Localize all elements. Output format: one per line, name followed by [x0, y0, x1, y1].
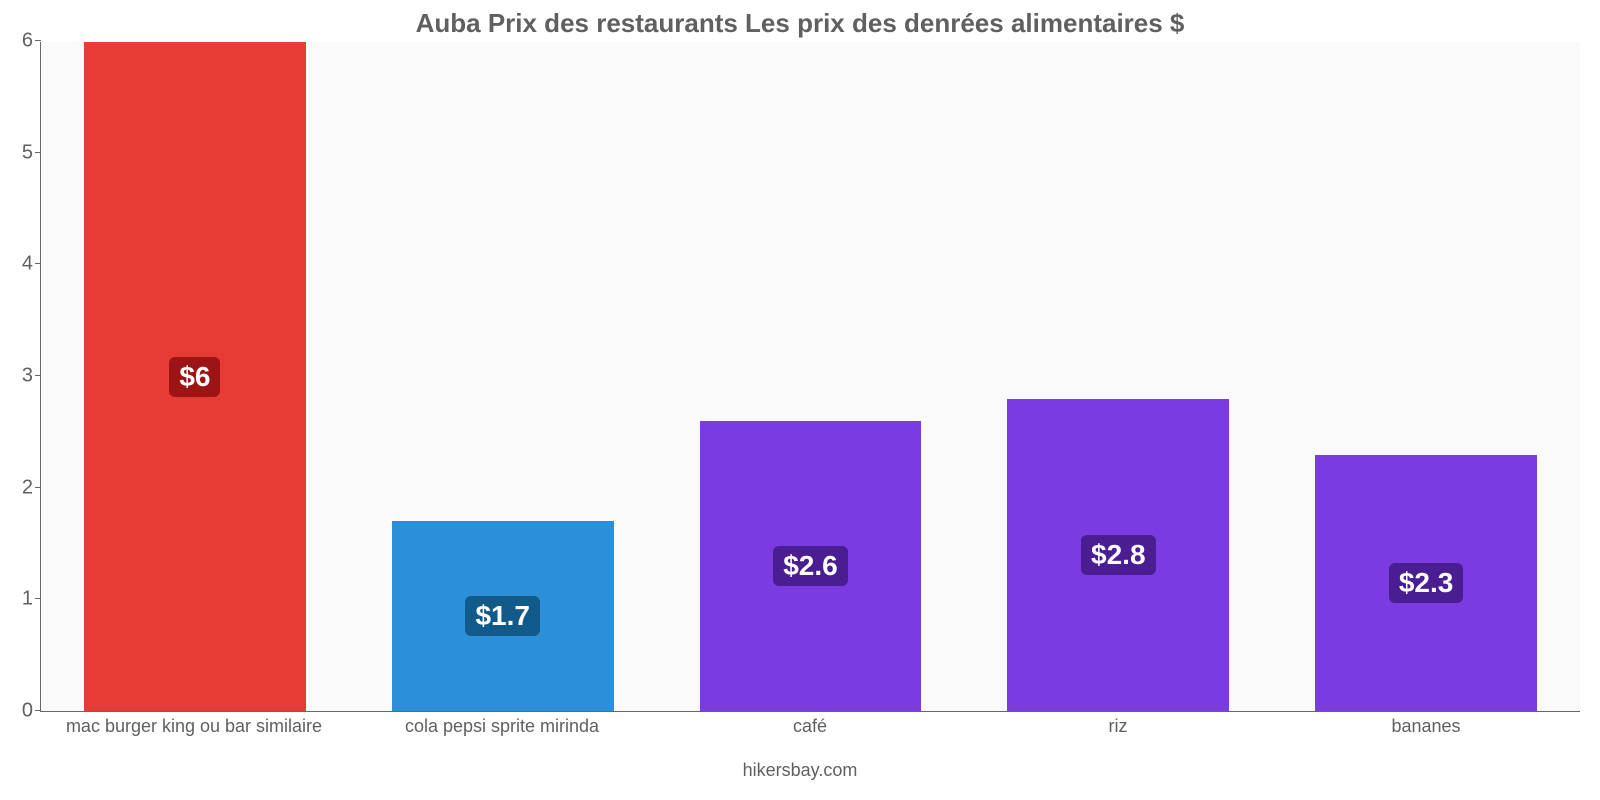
y-tick-mark: [35, 710, 41, 711]
y-tick-label: 5: [22, 141, 41, 164]
y-tick-label: 3: [22, 365, 41, 388]
x-axis-label: café: [656, 716, 964, 737]
y-tick-label: 0: [22, 700, 41, 723]
chart-title: Auba Prix des restaurants Les prix des d…: [0, 0, 1600, 43]
bar: $1.7: [392, 521, 614, 711]
bar-slot: $2.6: [657, 42, 965, 711]
bar-value-label: $6: [169, 357, 220, 397]
x-axis-label: bananes: [1272, 716, 1580, 737]
y-tick-mark: [35, 152, 41, 153]
y-tick-mark: [35, 263, 41, 264]
y-tick-mark: [35, 375, 41, 376]
plot-area: $6$1.7$2.6$2.8$2.3 0123456: [40, 42, 1580, 712]
bar-value-label: $2.3: [1389, 563, 1464, 603]
bar: $6: [84, 42, 306, 711]
bar-slot: $6: [41, 42, 349, 711]
x-axis-label: riz: [964, 716, 1272, 737]
bars-container: $6 $1.7 $2.6 $2.8 $2.3: [41, 42, 1580, 711]
bar: $2.8: [1007, 399, 1229, 711]
bar: $2.6: [700, 421, 922, 711]
y-tick-label: 6: [22, 30, 41, 53]
y-tick-mark: [35, 598, 41, 599]
x-axis-label: cola pepsi sprite mirinda: [348, 716, 656, 737]
chart-subtitle: hikersbay.com: [0, 760, 1600, 781]
y-tick-label: 1: [22, 588, 41, 611]
y-tick-label: 2: [22, 476, 41, 499]
x-axis-labels: mac burger king ou bar similairecola pep…: [40, 716, 1580, 737]
bar-value-label: $2.6: [773, 546, 848, 586]
price-bar-chart: Auba Prix des restaurants Les prix des d…: [0, 0, 1600, 800]
bar-slot: $2.3: [1272, 42, 1580, 711]
bar-slot: $2.8: [964, 42, 1272, 711]
y-tick-label: 4: [22, 253, 41, 276]
bar-value-label: $2.8: [1081, 535, 1156, 575]
bar: $2.3: [1315, 455, 1537, 711]
x-axis-label: mac burger king ou bar similaire: [40, 716, 348, 737]
y-tick-mark: [35, 40, 41, 41]
y-tick-mark: [35, 487, 41, 488]
bar-value-label: $1.7: [465, 596, 540, 636]
bar-slot: $1.7: [349, 42, 657, 711]
